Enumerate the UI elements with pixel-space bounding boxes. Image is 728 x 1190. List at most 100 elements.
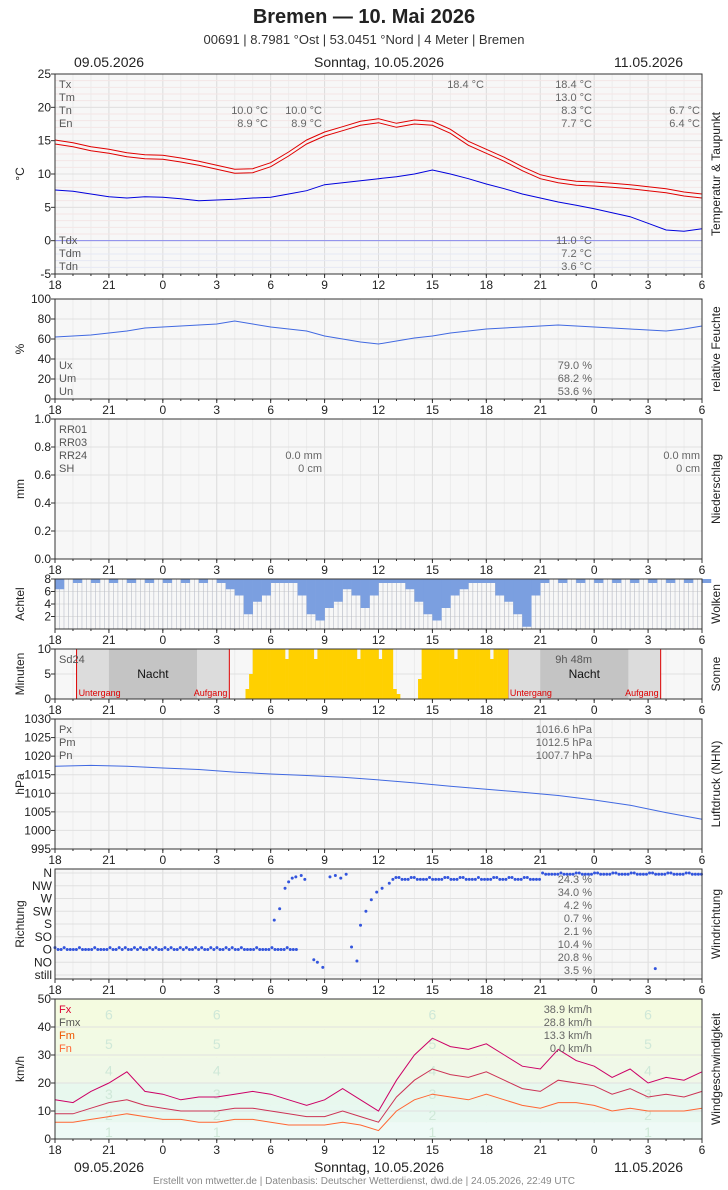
press-side-label: Luftdruck (NHN)	[709, 741, 723, 828]
press-xtick-label: 21	[102, 853, 116, 867]
wdir-point	[394, 875, 398, 879]
hum-xtick-label: 9	[321, 403, 328, 417]
cloud-bar	[90, 579, 101, 583]
sun-bar	[356, 659, 361, 699]
cloud-bar	[387, 579, 397, 583]
wdir-category-label: SW	[33, 904, 53, 918]
sun-bar	[382, 649, 386, 699]
wdir-xtick-label: 12	[372, 983, 386, 997]
hum-legend-item: Um	[59, 373, 76, 385]
temp-legend-item: Tdm	[59, 248, 81, 260]
wdir-point	[412, 875, 416, 879]
wdir-point	[270, 946, 274, 950]
sun-night-label: Nacht	[137, 667, 169, 681]
wdir-point	[443, 875, 447, 879]
wdir-point	[145, 948, 149, 951]
wind-line-fmx	[55, 1068, 703, 1123]
wdir-point	[206, 948, 210, 951]
date-center-bottom: Sonntag, 10.05.2026	[313, 1159, 444, 1175]
wdir-point	[635, 872, 639, 876]
hum-annotation: 68.2 %	[558, 373, 592, 385]
temp-ytick-label: -5	[40, 267, 51, 281]
wdir-point	[611, 871, 615, 875]
wdir-point	[424, 877, 428, 881]
press-annotation: 1007.7 hPa	[536, 750, 593, 762]
wind-line-fm	[55, 1093, 703, 1132]
wdir-point	[464, 877, 468, 881]
beaufort-band	[55, 1029, 702, 1058]
cloud-bar	[342, 579, 352, 590]
wdir-point	[470, 877, 474, 881]
cloud-bar	[306, 579, 316, 615]
wdir-point	[577, 871, 581, 875]
sun-ytick-label: 10	[38, 642, 52, 656]
wdir-point	[553, 872, 557, 876]
cloud-xtick-label: 18	[480, 633, 494, 647]
wind-xtick-label: 21	[102, 1143, 116, 1157]
beaufort-band	[55, 999, 702, 1030]
date-center-top: Sonntag, 10.05.2026	[313, 54, 444, 70]
wdir-category-label: NW	[32, 879, 53, 893]
wdir-point	[678, 872, 682, 876]
press-annotation: 1012.5 hPa	[536, 737, 593, 749]
cloud-ytick-label: 6	[44, 585, 51, 599]
wdir-point	[391, 877, 395, 881]
wdir-category-label: N	[43, 866, 52, 880]
wdir-point	[181, 948, 185, 951]
wdir-point	[415, 877, 419, 881]
wdir-point	[501, 877, 505, 881]
press-legend-item: Pm	[59, 737, 76, 749]
hum-ylabel: %	[13, 343, 27, 354]
sunrise-label: Aufgang	[625, 688, 659, 698]
sun-bar	[396, 694, 401, 699]
rain-annotation: 0 cm	[298, 463, 322, 475]
hum-ytick-label: 20	[38, 372, 52, 386]
wdir-point	[547, 872, 551, 876]
wdir-point	[629, 871, 633, 875]
temp-legend-item: Tdn	[59, 261, 78, 273]
cloud-bar	[72, 579, 83, 583]
wdir-point	[197, 948, 201, 951]
wdir-point	[434, 877, 438, 881]
wind-line-fx	[54, 1037, 703, 1112]
wdir-xtick-label: 18	[480, 983, 494, 997]
sun-bar	[281, 649, 286, 699]
cloud-bar	[576, 579, 586, 583]
wind-xtick-label: 18	[48, 1143, 62, 1157]
sun-total: 9h 48m	[555, 654, 592, 666]
wind-annotation: 28.8 km/h	[544, 1017, 592, 1029]
wdir-point	[303, 877, 307, 881]
wdir-annotation: 20.8 %	[558, 952, 592, 964]
beaufort-number: 4	[644, 1062, 652, 1078]
cloud-bar	[396, 579, 406, 583]
wdir-point	[123, 946, 127, 950]
wdir-point	[479, 877, 483, 881]
cloud-bar	[459, 579, 469, 590]
wdir-point	[236, 948, 240, 951]
wdir-point	[519, 877, 523, 881]
wdir-side-label: Windrichtung	[709, 889, 723, 959]
wdir-point	[59, 948, 63, 951]
rain-xtick-label: 18	[480, 563, 494, 577]
cloud-ytick-label: 2	[44, 610, 51, 624]
hum-ytick-label: 80	[38, 312, 52, 326]
wind-xtick-label: 0	[159, 1143, 166, 1157]
wdir-category-label: S	[44, 917, 52, 931]
wdir-point	[593, 871, 597, 875]
sun-bar	[453, 659, 458, 699]
wdir-point	[660, 872, 664, 876]
sun-bar	[378, 659, 383, 699]
sun-bar	[432, 649, 437, 699]
wdir-point	[290, 876, 294, 880]
hum-xtick-label: 15	[426, 403, 440, 417]
wdir-point	[681, 872, 685, 876]
wdir-point	[440, 877, 444, 881]
press-ytick-label: 995	[31, 842, 51, 856]
sun-bar	[385, 649, 390, 699]
wdir-point	[287, 880, 291, 884]
wdir-point	[550, 872, 554, 876]
wdir-point	[669, 871, 673, 875]
cloud-bar	[55, 579, 65, 590]
sun-bar	[471, 649, 476, 699]
cloud-bar	[531, 579, 541, 596]
